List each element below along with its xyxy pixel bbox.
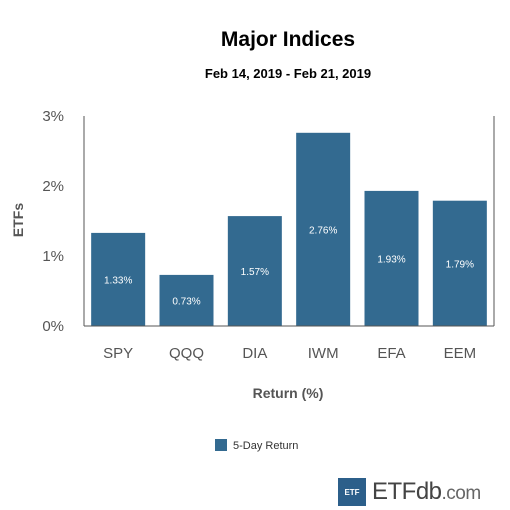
bar-value-label: 2.76% [309,225,337,236]
y-axis-ticks: 0% 1% 2% 3% [42,108,64,335]
bar-value-label: 1.79% [446,259,474,270]
x-tick-label: SPY [103,345,133,362]
x-axis-title: Return (%) [253,385,324,401]
y-tick-label: 0% [42,318,64,335]
legend-label: 5-Day Return [233,440,298,452]
y-tick-label: 3% [42,108,64,125]
bar-spy [91,232,146,326]
y-tick-label: 2% [42,178,64,195]
x-axis-ticks: SPY QQQ DIA IWM EFA EEM [103,345,476,362]
x-tick-label: QQQ [169,345,204,362]
bar-eem [432,200,487,326]
y-tick-label: 1% [42,248,64,265]
bar-iwm [296,132,351,326]
bar-qqq [159,274,214,326]
bar-value-label: 1.33% [104,275,132,286]
bar-dia [227,216,282,326]
bar-value-label: 1.93% [377,254,405,265]
bar-efa [364,190,419,326]
x-tick-label: EEM [444,345,477,362]
x-tick-label: EFA [377,345,405,362]
y-axis-title: ETFs [10,203,26,237]
chart-subtitle: Feb 14, 2019 - Feb 21, 2019 [205,66,371,81]
etfdb-logo: ETF ETFdb.com [338,478,481,506]
x-tick-label: DIA [242,345,267,362]
chart-title: Major Indices [221,28,355,51]
bar-value-label: 1.57% [241,267,269,278]
legend: 5-Day Return [215,439,298,452]
bar-value-label: 0.73% [172,296,200,307]
x-tick-label: IWM [308,345,339,362]
legend-swatch [215,439,227,451]
bar-chart: Major Indices Feb 14, 2019 - Feb 21, 201… [10,28,495,452]
bar-series: 1.33% 0.73% 1.57% 2.76% 1.93% 1.79% [91,132,487,326]
etf-logo-icon: ETF [338,478,366,506]
logo-word: ETFdb [372,478,442,505]
logo-suffix: .com [441,483,482,504]
